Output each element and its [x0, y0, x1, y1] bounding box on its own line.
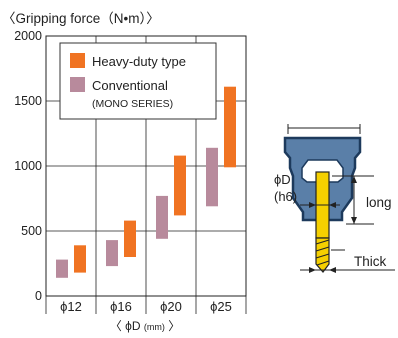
gripping-force-chart: 〈Gripping force（N•m）〉 0 500 1000 1500 2000 ϕ1… — [2, 11, 247, 333]
long-arrow-top — [351, 176, 357, 183]
bar-heavy-duty — [174, 155, 186, 216]
y-tick-label: 1000 — [14, 159, 42, 173]
legend-swatch-heavy-duty — [70, 53, 85, 68]
bar-conventional — [106, 240, 118, 267]
x-axis-label: 〈 ϕD (mm) 〉 — [110, 319, 180, 333]
thick-arrow-left — [309, 267, 316, 273]
x-tick-label: ϕ20 — [160, 299, 182, 314]
bar-heavy-duty — [74, 245, 86, 273]
y-tick-label: 0 — [35, 289, 42, 303]
legend-swatch-conventional — [70, 77, 85, 92]
chart-title: 〈Gripping force（N•m）〉 — [2, 11, 160, 26]
bar-conventional — [156, 195, 168, 239]
diameter-arrow-left — [309, 202, 316, 208]
end-mill-flute — [315, 237, 330, 273]
tool-holder-diagram: long ϕD (h6) Thick — [274, 124, 395, 273]
bar-conventional — [206, 147, 218, 207]
y-tick-label: 500 — [21, 224, 42, 238]
y-tick-label: 1500 — [14, 94, 42, 108]
legend: Heavy-duty type Conventional (MONO SERIE… — [59, 42, 217, 120]
thick-arrow-right — [329, 267, 336, 273]
legend-label-conventional-sub: (MONO SERIES) — [92, 98, 173, 110]
diameter-arrow-right — [329, 202, 336, 208]
bar-conventional — [56, 259, 68, 278]
legend-label-heavy-duty: Heavy-duty type — [92, 54, 186, 69]
long-arrow-bottom — [351, 217, 357, 224]
x-tick-label: ϕ16 — [110, 299, 132, 314]
long-label: long — [366, 195, 392, 210]
y-tick-label: 2000 — [14, 29, 42, 43]
bar-heavy-duty — [224, 86, 236, 168]
plot-frame — [45, 35, 247, 297]
tolerance-label: (h6) — [274, 189, 297, 204]
legend-box — [59, 42, 217, 120]
diameter-label: ϕD — [274, 172, 291, 187]
x-tick-label: ϕ25 — [210, 299, 232, 314]
x-tick-label: ϕ12 — [60, 299, 82, 314]
legend-label-conventional: Conventional — [92, 78, 168, 93]
bar-heavy-duty — [124, 220, 136, 257]
flute-lines — [315, 239, 330, 266]
thick-label: Thick — [354, 254, 387, 269]
